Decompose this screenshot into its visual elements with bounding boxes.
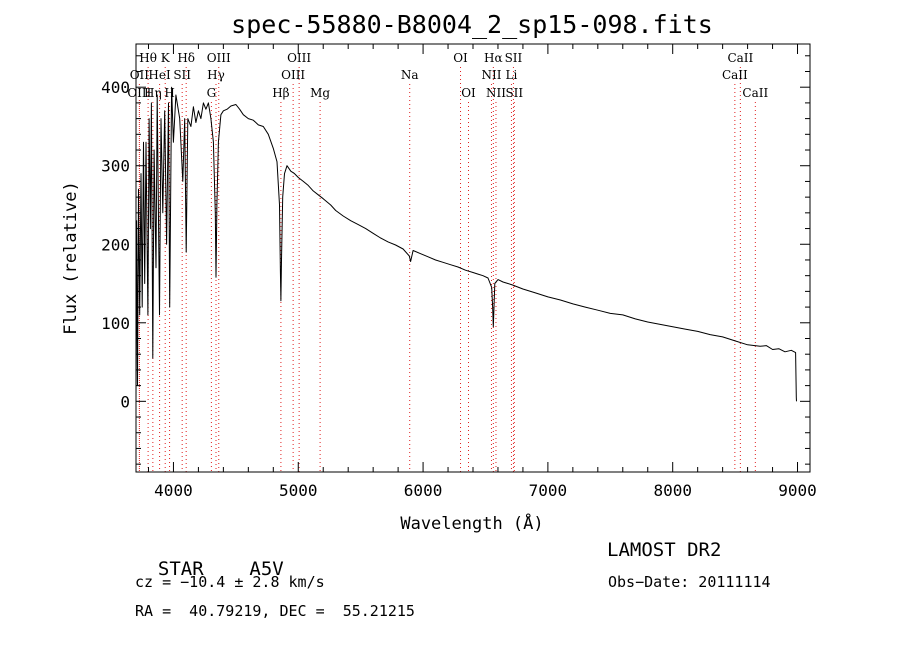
line-marker-label: CaII bbox=[742, 86, 768, 100]
line-marker-label: OIII bbox=[281, 68, 305, 82]
coordinates-text: RA = 40.79219, DEC = 55.21215 bbox=[135, 602, 415, 620]
y-tick-label: 100 bbox=[101, 314, 130, 333]
y-axis-label: Flux (relative) bbox=[61, 181, 81, 335]
x-tick-label: 6000 bbox=[404, 481, 443, 500]
line-marker-label: NII bbox=[486, 86, 506, 100]
line-marker-label: OIII bbox=[127, 86, 151, 100]
plot-frame bbox=[135, 43, 811, 473]
line-marker-label: OIII bbox=[287, 51, 311, 65]
y-tick-label: 200 bbox=[101, 235, 130, 254]
subclass-label: A5V bbox=[249, 558, 284, 580]
spectrum-line bbox=[135, 86, 797, 402]
line-marker-label: SII bbox=[173, 68, 191, 82]
line-marker-label: Hα bbox=[484, 51, 503, 65]
line-marker-label: CaII bbox=[727, 51, 753, 65]
x-tick-label: 7000 bbox=[529, 481, 568, 500]
line-marker-label: Hγ bbox=[207, 68, 225, 82]
line-marker-label: HeI bbox=[148, 68, 171, 82]
x-tick-label: 8000 bbox=[653, 481, 692, 500]
line-marker-label: CaII bbox=[722, 68, 748, 82]
y-tick-label: 300 bbox=[101, 157, 130, 176]
line-marker-label: Hδ bbox=[177, 51, 195, 65]
class-label: STAR bbox=[157, 558, 204, 580]
object-class: STAR A5V bbox=[135, 541, 284, 579]
y-tick-label: 400 bbox=[101, 78, 130, 97]
y-tick-label: 0 bbox=[120, 392, 130, 411]
obs-date-text: Obs−Date: 20111114 bbox=[608, 573, 771, 591]
line-marker-label: G bbox=[207, 86, 217, 100]
line-marker-label: Hθ bbox=[139, 51, 157, 65]
line-marker-label: OI bbox=[453, 51, 468, 65]
survey-label: LAMOST DR2 bbox=[607, 539, 722, 561]
line-marker-label: OIII bbox=[207, 51, 231, 65]
redshift-text: cz = −10.4 ± 2.8 km/s bbox=[135, 573, 325, 591]
line-marker-label: Li bbox=[506, 68, 518, 82]
line-marker-label: K bbox=[161, 51, 171, 65]
line-marker-label: Hη bbox=[144, 86, 162, 100]
x-tick-label: 5000 bbox=[279, 481, 318, 500]
x-tick-label: 4000 bbox=[154, 481, 193, 500]
line-marker-label: Hβ bbox=[272, 86, 289, 100]
line-marker-label: Na bbox=[401, 68, 419, 82]
line-marker-label: SII bbox=[505, 51, 523, 65]
line-marker-label: H bbox=[164, 86, 174, 100]
line-marker-label: OII bbox=[130, 68, 150, 82]
chart-title: spec-55880-B8004_2_sp15-098.fits bbox=[231, 10, 713, 39]
line-marker-label: OI bbox=[461, 86, 476, 100]
line-marker-label: SII bbox=[505, 86, 523, 100]
line-marker-label: NII bbox=[481, 68, 501, 82]
x-tick-label: 9000 bbox=[778, 481, 817, 500]
x-axis-label: Wavelength (Å) bbox=[400, 512, 543, 534]
line-marker-label: Mg bbox=[310, 86, 330, 100]
